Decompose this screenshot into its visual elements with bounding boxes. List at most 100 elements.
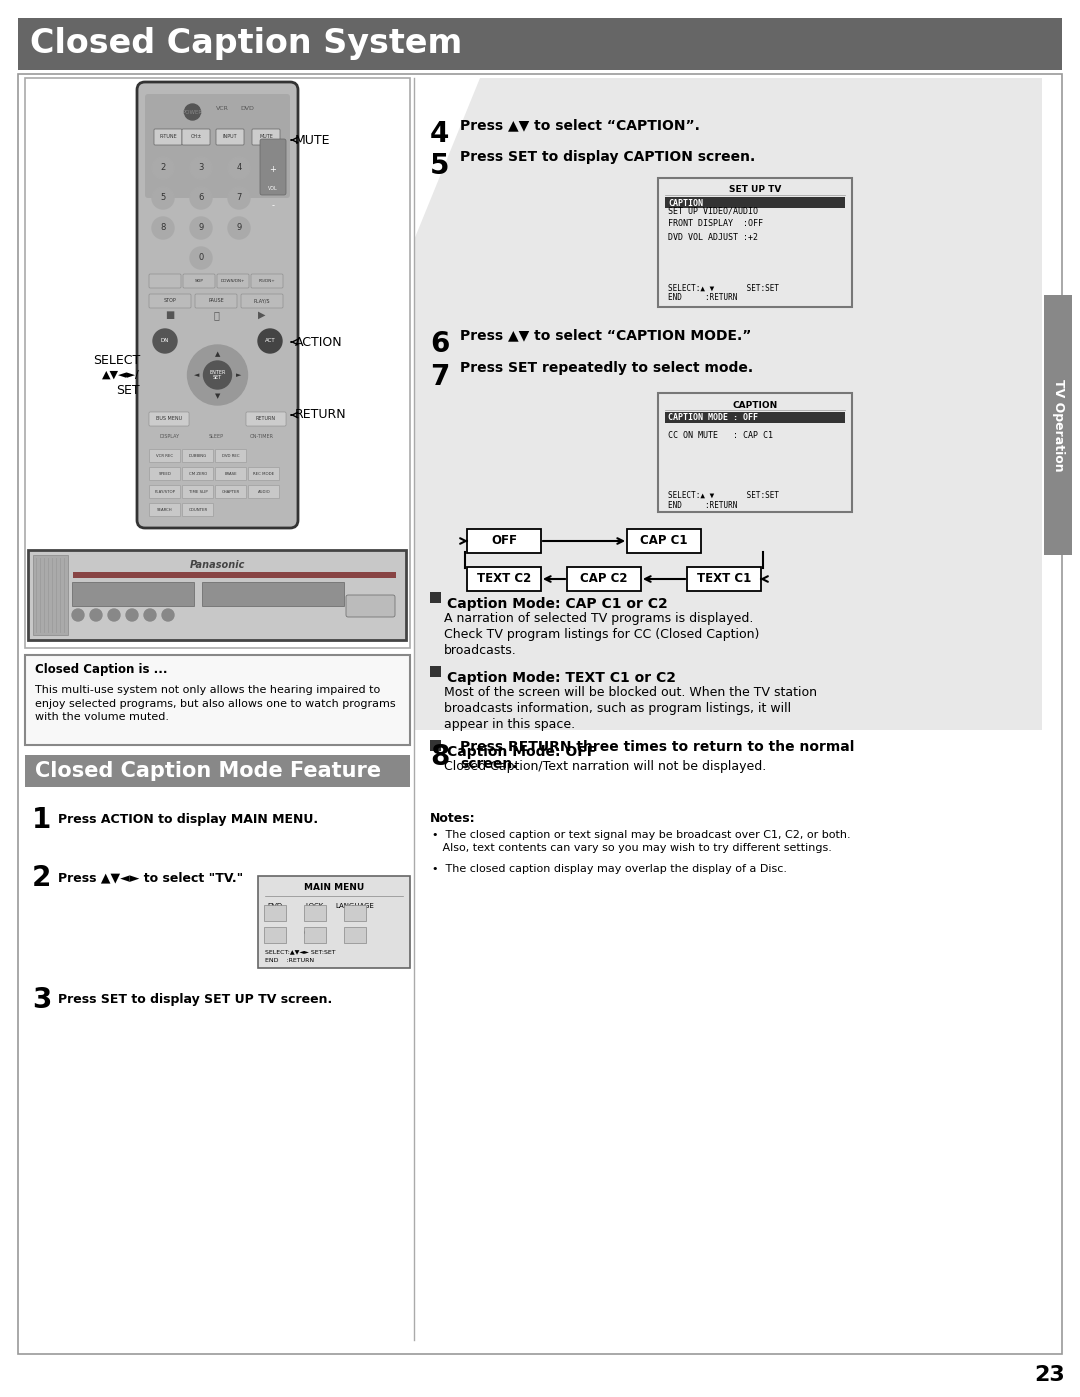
Text: ▲: ▲ xyxy=(215,351,220,358)
Text: Most of the screen will be blocked out. When the TV station: Most of the screen will be blocked out. … xyxy=(444,686,816,698)
Text: +: + xyxy=(270,165,276,175)
Circle shape xyxy=(108,609,120,622)
Circle shape xyxy=(153,330,177,353)
Text: CH±: CH± xyxy=(190,134,202,140)
FancyBboxPatch shape xyxy=(430,666,441,678)
FancyBboxPatch shape xyxy=(303,905,326,921)
Text: ▶: ▶ xyxy=(258,310,266,320)
FancyBboxPatch shape xyxy=(252,129,280,145)
Text: SKIP: SKIP xyxy=(194,279,203,284)
Text: END     :RETURN: END :RETURN xyxy=(669,293,738,303)
FancyBboxPatch shape xyxy=(25,655,410,745)
FancyBboxPatch shape xyxy=(687,567,761,591)
Text: POWER: POWER xyxy=(183,109,203,115)
FancyBboxPatch shape xyxy=(183,468,214,481)
Text: DUBBING: DUBBING xyxy=(189,454,207,458)
Text: PLAY/STOP: PLAY/STOP xyxy=(154,490,175,495)
FancyBboxPatch shape xyxy=(567,567,642,591)
Text: ENTER
SET: ENTER SET xyxy=(210,370,226,380)
Text: 2: 2 xyxy=(32,863,52,893)
Text: AUDIO: AUDIO xyxy=(258,490,270,495)
Text: Press ▲▼ to select “CAPTION”.: Press ▲▼ to select “CAPTION”. xyxy=(460,117,700,131)
FancyBboxPatch shape xyxy=(264,928,286,943)
Text: VCR REC: VCR REC xyxy=(157,454,174,458)
Text: SLEEP: SLEEP xyxy=(208,433,224,439)
Circle shape xyxy=(258,330,282,353)
FancyBboxPatch shape xyxy=(25,78,410,648)
Text: 9: 9 xyxy=(199,224,204,232)
Text: ■: ■ xyxy=(165,310,175,320)
Circle shape xyxy=(228,156,249,179)
Text: SET UP TV: SET UP TV xyxy=(729,186,781,194)
Text: Check TV program listings for CC (Closed Caption): Check TV program listings for CC (Closed… xyxy=(444,629,759,641)
FancyBboxPatch shape xyxy=(149,450,180,462)
FancyBboxPatch shape xyxy=(345,905,366,921)
Text: TEXT C2: TEXT C2 xyxy=(477,573,531,585)
Text: broadcasts.: broadcasts. xyxy=(444,644,516,657)
Text: CC ON MUTE   : CAP C1: CC ON MUTE : CAP C1 xyxy=(669,432,773,440)
Circle shape xyxy=(190,156,212,179)
FancyBboxPatch shape xyxy=(430,740,441,752)
Text: Closed Caption Mode Feature: Closed Caption Mode Feature xyxy=(35,761,381,781)
Text: 2: 2 xyxy=(160,163,165,172)
Text: ⏸: ⏸ xyxy=(213,310,219,320)
Text: CAP C1: CAP C1 xyxy=(640,535,688,548)
FancyBboxPatch shape xyxy=(665,412,845,423)
FancyBboxPatch shape xyxy=(216,129,244,145)
FancyBboxPatch shape xyxy=(260,138,286,196)
FancyBboxPatch shape xyxy=(665,197,845,208)
Text: Press ▲▼◄► to select "TV.": Press ▲▼◄► to select "TV." xyxy=(58,872,243,884)
Text: ERASE: ERASE xyxy=(225,472,238,476)
FancyBboxPatch shape xyxy=(216,486,246,499)
Text: ◄: ◄ xyxy=(193,372,199,379)
FancyBboxPatch shape xyxy=(149,293,191,307)
Circle shape xyxy=(190,247,212,270)
FancyBboxPatch shape xyxy=(258,876,410,968)
Text: MUTE: MUTE xyxy=(295,134,330,147)
Circle shape xyxy=(72,609,84,622)
Text: SELECT:▲ ▼       SET:SET: SELECT:▲ ▼ SET:SET xyxy=(669,284,779,292)
FancyBboxPatch shape xyxy=(183,486,214,499)
Text: END     :RETURN: END :RETURN xyxy=(669,500,738,510)
FancyBboxPatch shape xyxy=(149,486,180,499)
FancyBboxPatch shape xyxy=(216,468,246,481)
Text: DISPLAY: DISPLAY xyxy=(160,433,180,439)
FancyBboxPatch shape xyxy=(248,486,280,499)
Text: ▼: ▼ xyxy=(215,393,220,400)
Text: DN: DN xyxy=(161,338,170,344)
FancyBboxPatch shape xyxy=(346,595,395,617)
Text: 5: 5 xyxy=(160,194,165,203)
Text: 8: 8 xyxy=(430,743,449,771)
Text: A narration of selected TV programs is displayed.: A narration of selected TV programs is d… xyxy=(444,612,754,624)
FancyBboxPatch shape xyxy=(430,592,441,604)
Text: R-TUNE: R-TUNE xyxy=(159,134,177,140)
Text: ACT: ACT xyxy=(265,338,275,344)
Text: SELECT: SELECT xyxy=(93,353,140,366)
Circle shape xyxy=(162,609,174,622)
Text: 4: 4 xyxy=(430,120,449,148)
Circle shape xyxy=(228,217,249,239)
Circle shape xyxy=(152,217,174,239)
Text: TIME SLIP: TIME SLIP xyxy=(189,490,207,495)
FancyBboxPatch shape xyxy=(216,450,246,462)
Circle shape xyxy=(126,609,138,622)
FancyBboxPatch shape xyxy=(183,450,214,462)
Text: DVD VOL ADJUST :+2: DVD VOL ADJUST :+2 xyxy=(669,232,758,242)
Circle shape xyxy=(188,345,247,405)
Text: 0: 0 xyxy=(199,253,204,263)
FancyBboxPatch shape xyxy=(137,82,298,528)
Circle shape xyxy=(228,187,249,210)
Text: SET UP VIDEO/AUDIO: SET UP VIDEO/AUDIO xyxy=(669,207,758,215)
FancyBboxPatch shape xyxy=(303,928,326,943)
Text: SPEED: SPEED xyxy=(159,472,172,476)
Text: 7: 7 xyxy=(430,363,449,391)
Text: LOCK: LOCK xyxy=(306,902,324,909)
FancyBboxPatch shape xyxy=(251,274,283,288)
FancyBboxPatch shape xyxy=(183,129,210,145)
Circle shape xyxy=(152,156,174,179)
Text: 1: 1 xyxy=(32,806,51,834)
Text: ▲▼◄►/: ▲▼◄►/ xyxy=(103,370,140,380)
Text: CAPTION: CAPTION xyxy=(669,198,703,208)
FancyBboxPatch shape xyxy=(183,503,214,517)
Text: Press ▲▼ to select “CAPTION MODE.”: Press ▲▼ to select “CAPTION MODE.” xyxy=(460,328,752,342)
